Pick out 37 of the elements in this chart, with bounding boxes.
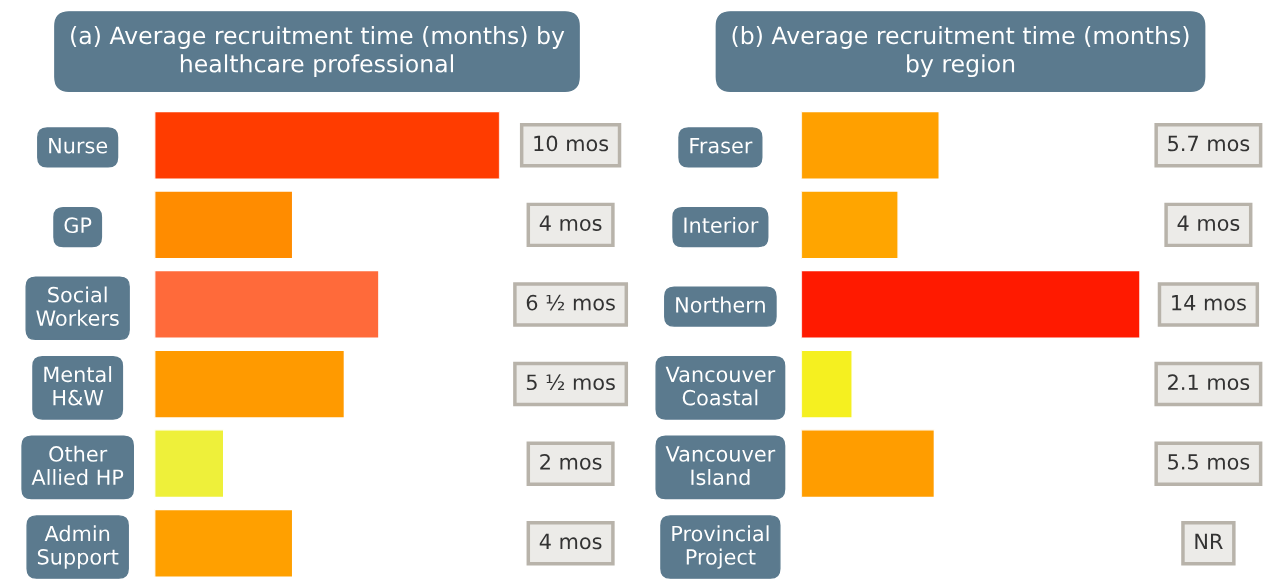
y-tick-label: Admin Support — [37, 525, 119, 569]
data-label: 14 mos — [1172, 295, 1246, 311]
y-tick-label: GP — [64, 217, 92, 234]
y-tick-label: Fraser — [690, 138, 753, 154]
y-tick-label: Provincial Project — [672, 525, 769, 569]
y-tick-label: Social Workers — [36, 286, 119, 326]
chart-title: (b) Average recruitment time (months) by region — [732, 26, 1189, 78]
y-tick-label: Vancouver Island — [665, 446, 776, 486]
bar — [154, 349, 346, 419]
data-label: 5.7 mos — [1168, 135, 1250, 152]
bar — [801, 349, 853, 419]
bar — [154, 429, 225, 499]
y-tick-label: Vancouver Coastal — [665, 366, 776, 406]
bar — [801, 269, 1140, 340]
y-tick-label: Nurse — [49, 138, 108, 154]
chart-title: (a) Average recruitment time (months) by healthcare professional — [71, 26, 565, 78]
data-label: 4 mos — [539, 533, 602, 550]
bar — [801, 110, 940, 180]
data-label: 10 mos — [534, 135, 609, 152]
data-label: 5.5 mos — [1168, 454, 1250, 470]
text: NR — [1195, 533, 1223, 550]
data-label: 5 ½ mos — [526, 374, 615, 391]
bar — [154, 269, 380, 340]
bar — [154, 508, 294, 578]
y-tick-label: Northern — [676, 296, 765, 313]
y-tick-label: Other Allied HP — [31, 445, 124, 486]
y-tick-label: Interior — [684, 216, 759, 234]
bar — [154, 190, 294, 260]
data-label: 2.1 mos — [1168, 374, 1250, 391]
data-label: 4 mos — [1177, 215, 1240, 231]
y-tick-label: Mental H&W — [44, 366, 112, 406]
data-label: 6 ½ mos — [526, 294, 615, 311]
data-label: 4 mos — [539, 215, 602, 231]
data-label: 2 mos — [540, 453, 602, 470]
bar — [801, 429, 936, 499]
bar — [801, 190, 899, 260]
bar — [154, 110, 500, 180]
